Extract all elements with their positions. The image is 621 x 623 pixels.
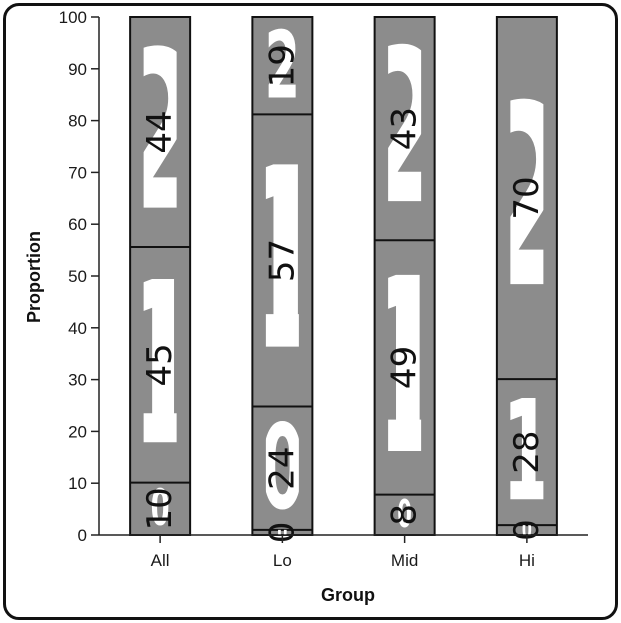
segment-code-label: 0 <box>151 480 170 537</box>
segment-count-label: 24 <box>262 447 302 490</box>
segment-code-label: 0 <box>260 400 305 536</box>
x-tick-label: All <box>151 551 170 570</box>
bar-segment: 270 <box>479 16 575 344</box>
y-tick-label: 70 <box>68 163 87 182</box>
segment-count-label: 10 <box>140 487 180 530</box>
bar-body <box>495 16 558 536</box>
bar-segment: 08 <box>374 492 435 537</box>
bar-segment: 243 <box>364 5 445 252</box>
bar-body <box>373 16 436 536</box>
segment-code-label: 1 <box>235 115 331 406</box>
segment-code-label: 2 <box>479 52 575 343</box>
x-axis: All Lo Mid Hi <box>99 534 588 570</box>
bar-segment: 157 <box>235 113 331 406</box>
y-axis: 0 10 20 30 40 50 60 70 80 90 100 <box>59 8 100 545</box>
y-tick-label: 80 <box>68 112 87 131</box>
y-tick-label: 50 <box>68 267 87 286</box>
segment-code-label: 1 <box>358 227 450 508</box>
y-tick-label: 100 <box>59 8 87 27</box>
segment-count-label: 19 <box>262 44 302 87</box>
bar-segment: 145 <box>117 234 203 495</box>
segment-count-label: 45 <box>140 343 180 386</box>
y-tick-label: 10 <box>68 474 87 493</box>
x-axis-title: Group <box>321 585 375 605</box>
y-axis-title: Proportion <box>24 231 44 323</box>
y-tick-label: 60 <box>68 215 87 234</box>
y-tick-label: 0 <box>78 526 87 545</box>
bar-segment: 00 <box>252 518 313 548</box>
segment-count-label: 28 <box>507 430 547 473</box>
x-tick-label: Lo <box>273 551 292 570</box>
bar-segment: 128 <box>496 372 557 533</box>
y-tick-label: 40 <box>68 319 87 338</box>
bar-segment: 244 <box>118 4 202 259</box>
x-tick-label: Hi <box>519 551 535 570</box>
y-tick-label: 30 <box>68 371 87 390</box>
bar-segment: 024 <box>252 400 313 536</box>
segment-count-label: 44 <box>140 110 180 153</box>
segment-count-label: 8 <box>385 504 425 526</box>
bar-segment: 010 <box>130 480 191 537</box>
segment-code-label: 2 <box>364 5 445 252</box>
segment-code-label: 1 <box>500 372 553 533</box>
segment-count-label: 0 <box>262 522 302 544</box>
segment-code-label: 1 <box>117 234 203 495</box>
x-tick-label: Mid <box>391 551 418 570</box>
segment-code-label: 0 <box>397 492 412 537</box>
segment-code-label: 2 <box>265 12 300 120</box>
segment-code-label: 0 <box>522 515 532 545</box>
y-tick-label: 20 <box>68 422 87 441</box>
segment-count-label: 70 <box>507 176 547 219</box>
bar-segment: 219 <box>252 12 313 120</box>
segment-count-label: 49 <box>385 346 425 389</box>
y-tick-label: 90 <box>68 60 87 79</box>
segment-count-label: 43 <box>385 107 425 150</box>
segment-count-label: 57 <box>262 239 302 282</box>
bar-segment: 149 <box>358 227 450 508</box>
segment-code-label: 2 <box>118 4 202 259</box>
segment-code-label: 0 <box>277 518 287 548</box>
